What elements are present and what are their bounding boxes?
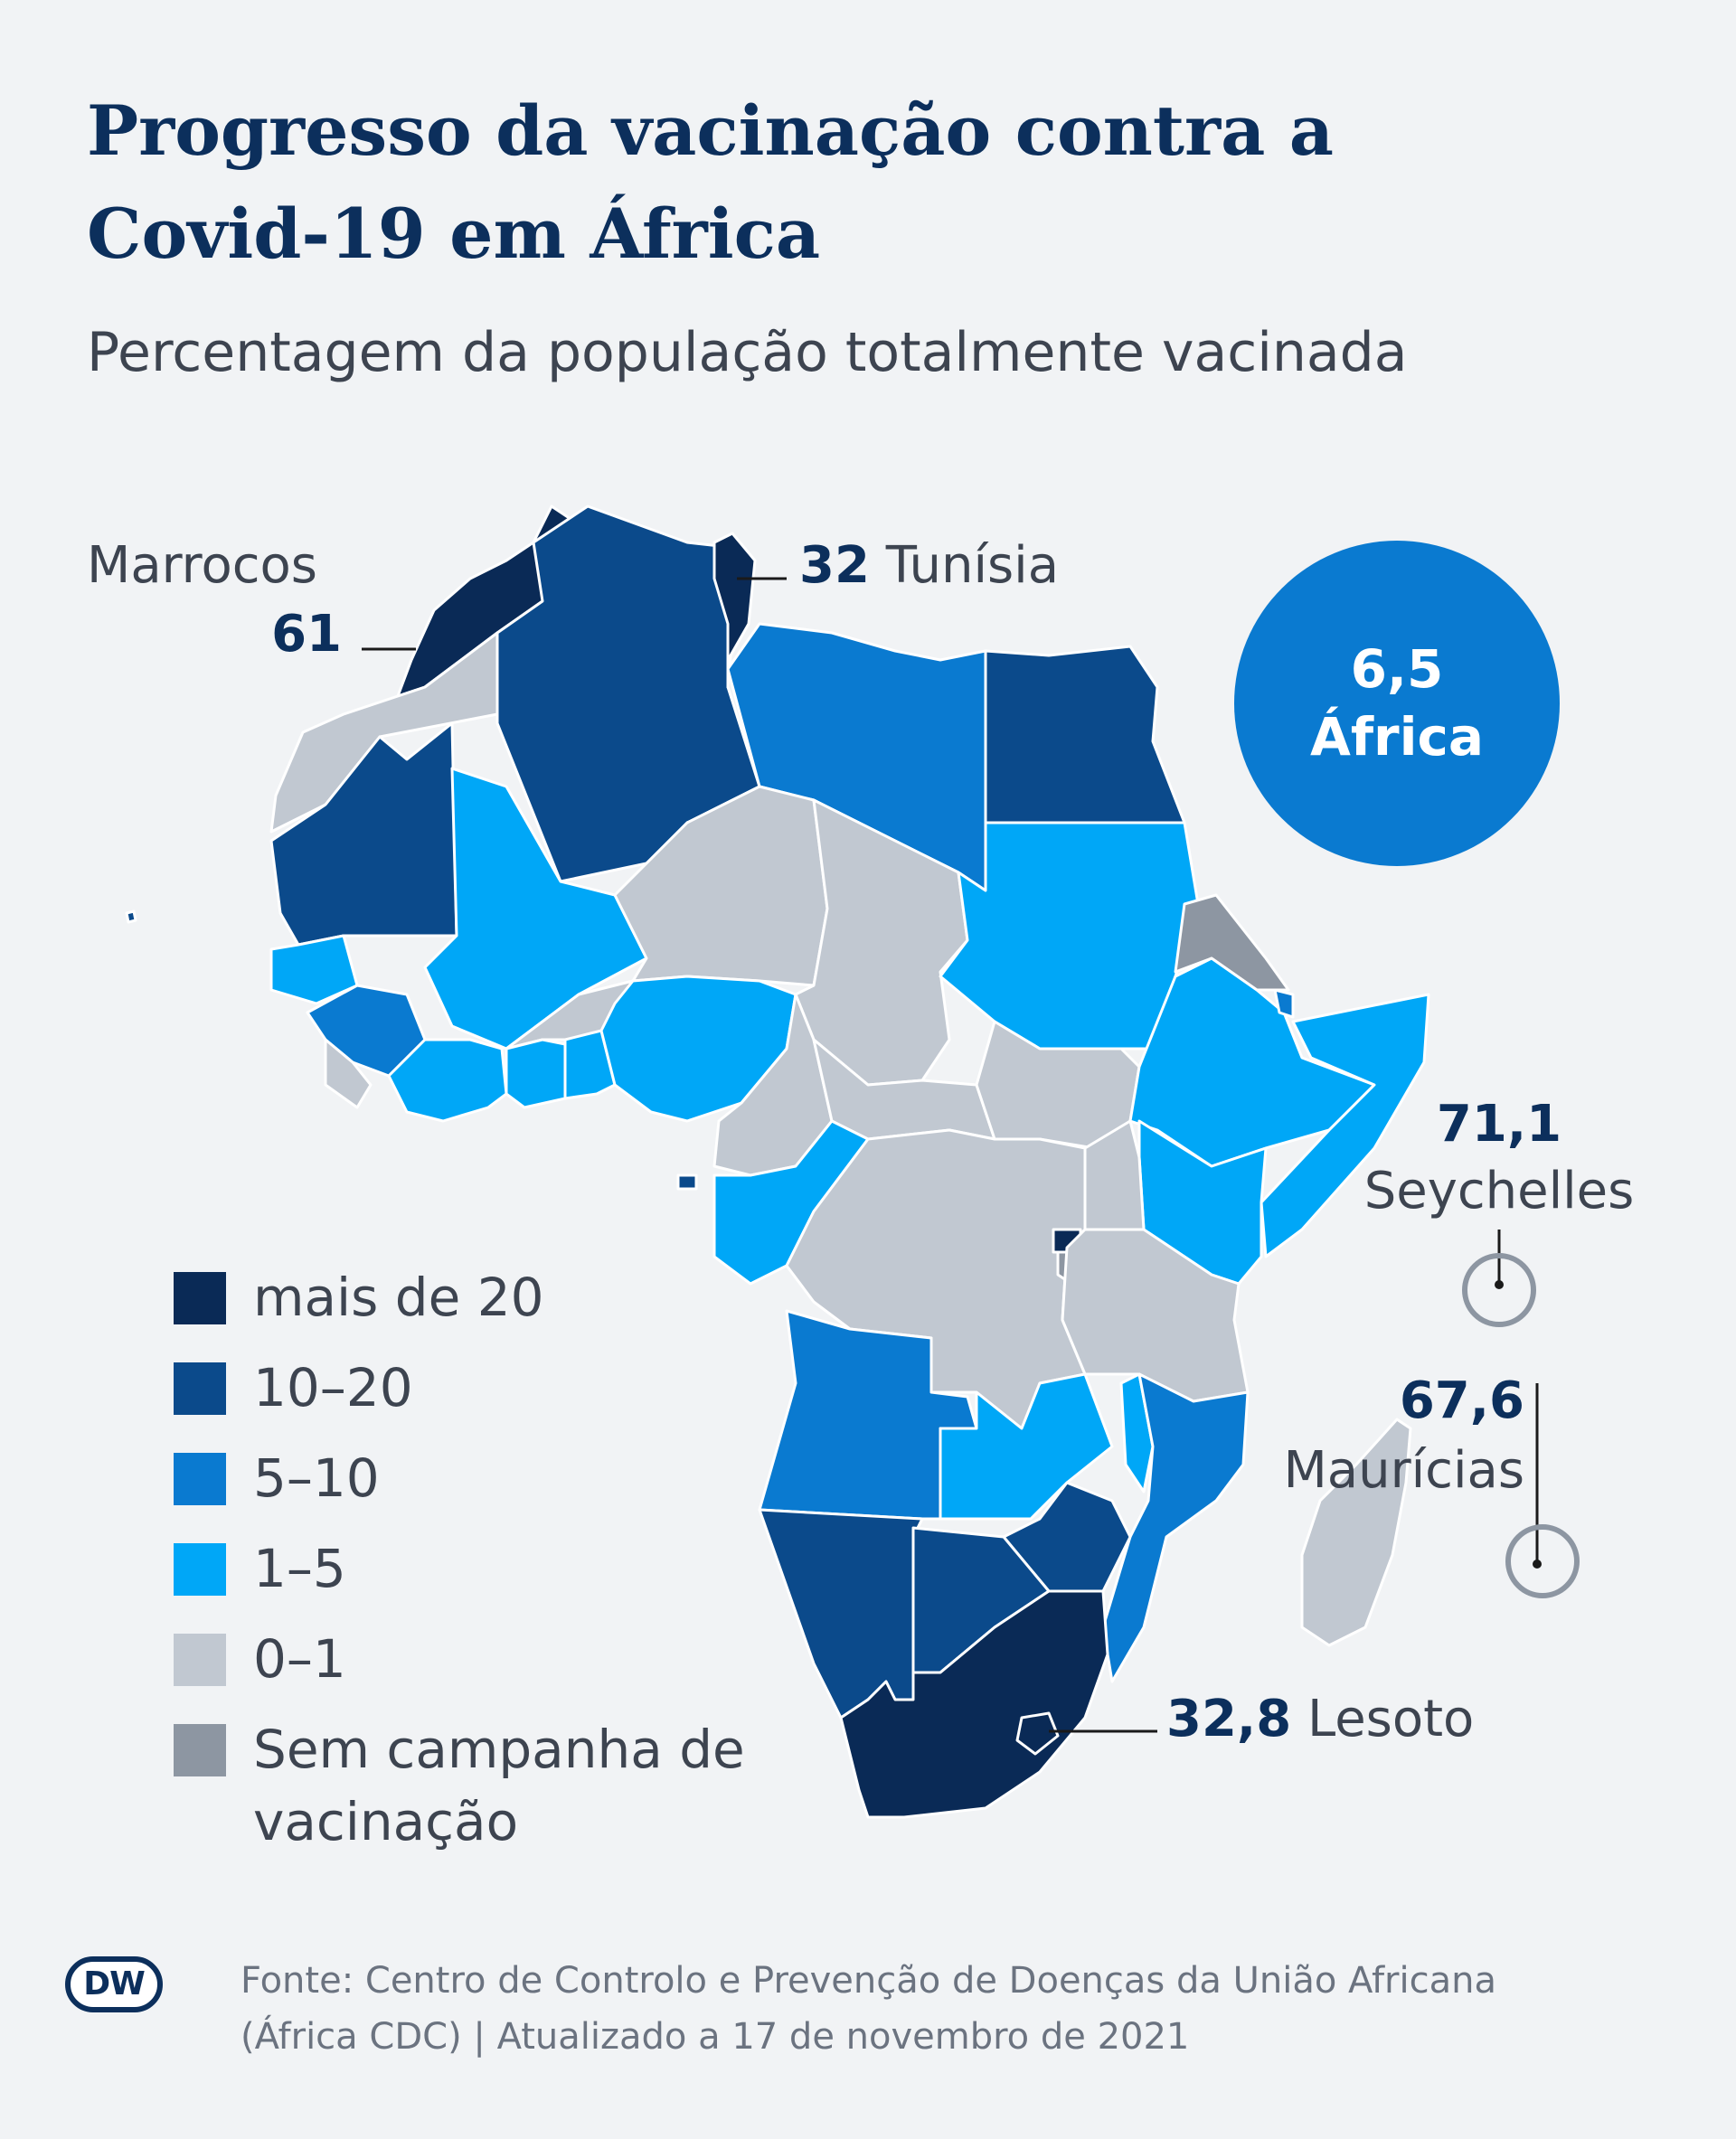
seychelles-name: Seychelles [1364, 1162, 1635, 1220]
legend-swatch [174, 1634, 226, 1686]
country-tunisia [712, 532, 757, 689]
africa-total-circle [1234, 541, 1560, 866]
country-sierra-leone [324, 1038, 373, 1109]
legend-label: 1–5 [253, 1538, 346, 1599]
mauricias-value: 67,6 [1400, 1371, 1524, 1430]
legend-label: 5–10 [253, 1447, 380, 1509]
africa-total-value: 6,5 [1351, 638, 1444, 700]
seychelles-marker [1462, 1253, 1536, 1327]
legend-swatch [174, 1543, 226, 1596]
tunisia-name: Tunísia [885, 536, 1059, 595]
chart-subtitle: Percentagem da população totalmente vaci… [87, 321, 1408, 384]
country-malawi [1119, 1372, 1155, 1494]
country-niger [613, 785, 829, 987]
legend-label: 10–20 [253, 1357, 413, 1418]
country-eritrea [1174, 893, 1290, 992]
country-madagascar [1300, 1418, 1412, 1647]
marrocos-name: Marrocos [87, 536, 317, 595]
lesoto-value: 32,8 [1166, 1690, 1291, 1748]
mauricias-name: Maurícias [1283, 1441, 1524, 1500]
mauricias-marker [1505, 1524, 1580, 1598]
country-djibouti [1273, 988, 1295, 1019]
countries [125, 504, 1430, 1819]
chart-title: Progresso da vacinação contra a Covid-19… [87, 90, 1335, 274]
country-lesotho [1015, 1711, 1060, 1756]
country-zambia [939, 1372, 1114, 1521]
lesoto-label: 32,8 Lesoto [1166, 1690, 1474, 1748]
marrocos-value: 61 [271, 605, 342, 664]
tunisia-value: 32 [799, 536, 870, 595]
legend-label: mais de 20 [253, 1267, 544, 1328]
country-south-africa [839, 1589, 1109, 1819]
dw-logo: DW [65, 1956, 163, 2012]
seychelles-value: 71,1 [1437, 1095, 1561, 1154]
lesoto-name: Lesoto [1307, 1690, 1474, 1748]
tunisia-label: 32 Tunísia [799, 536, 1059, 595]
country-ghana [505, 1038, 567, 1109]
source-note: Fonte: Centro de Controlo e Prevenção de… [241, 1960, 1496, 2058]
legend-swatch [174, 1362, 226, 1415]
africa-total-badge: 6,5 África [1234, 541, 1560, 866]
seychelles-dot [1495, 1280, 1504, 1289]
legend-swatch [174, 1453, 226, 1505]
legend-swatch [174, 1724, 226, 1776]
africa-total-label: África [1310, 705, 1484, 768]
map-labels: Marrocos 61 32 Tunísia 71,1 Seychelles 6… [87, 536, 1634, 1748]
country-sao-tome [676, 1173, 698, 1191]
country-togo-benin [563, 1029, 617, 1100]
legend-label: 0–1 [253, 1628, 346, 1690]
country-cabo-verde [125, 909, 137, 924]
legend-label: Sem campanha de vacinação [253, 1719, 745, 1852]
mauricias-dot [1533, 1559, 1542, 1569]
country-mozambique [1101, 1372, 1250, 1683]
legend-swatch [174, 1272, 226, 1324]
country-somalia [1260, 993, 1430, 1258]
island-markers [1462, 1253, 1580, 1598]
country-egypt [984, 645, 1186, 825]
